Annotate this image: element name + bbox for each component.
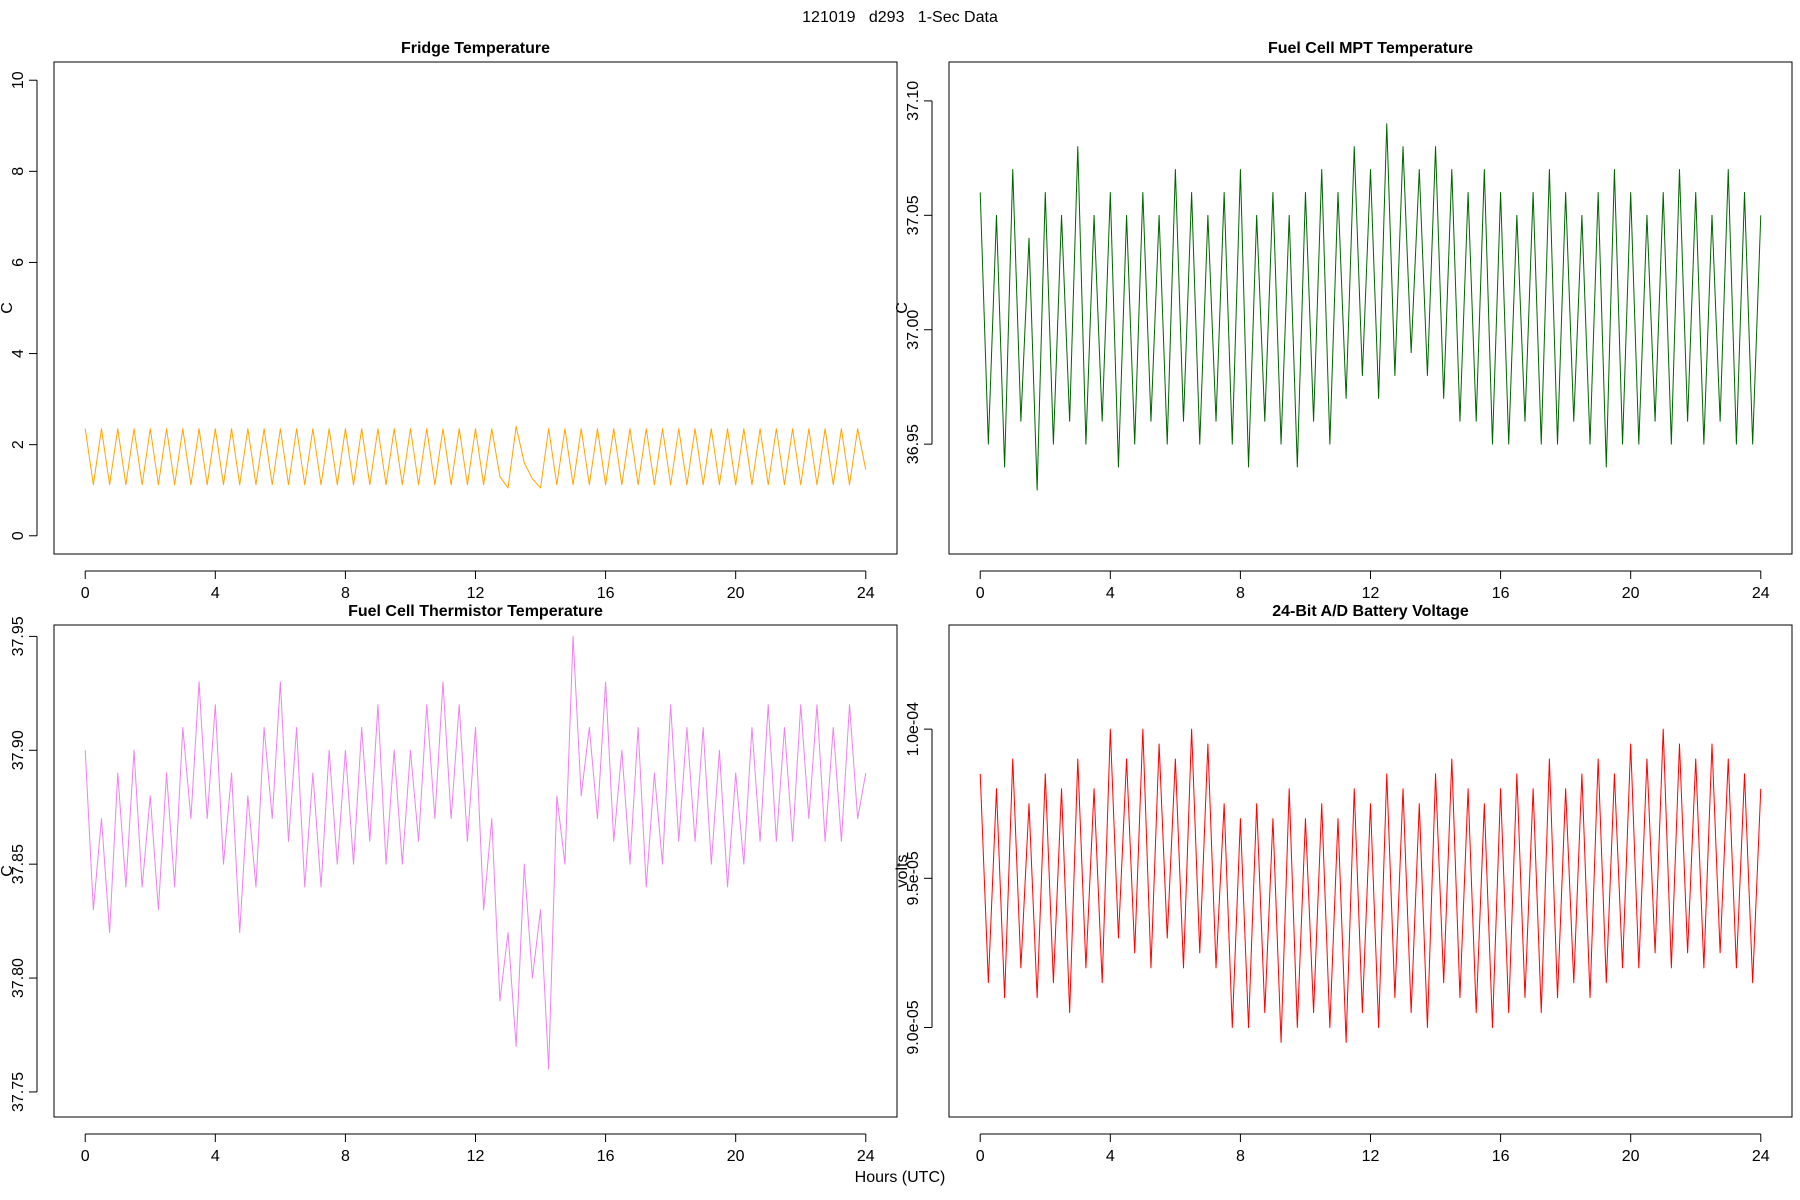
x-tick-label: 16	[597, 1148, 615, 1165]
y-tick-label: 37.90	[10, 730, 27, 770]
x-tick-label: 12	[1362, 585, 1380, 602]
panel-title: Fuel Cell Thermistor Temperature	[348, 603, 603, 620]
y-tick-label: 37.05	[905, 195, 922, 235]
panel-title: Fridge Temperature	[401, 40, 550, 57]
plot-frame	[53, 61, 898, 555]
x-tick-label: 8	[1236, 1148, 1245, 1165]
plot-area	[84, 425, 867, 489]
x-tick-label: 16	[1492, 585, 1510, 602]
y-tick-label: 9.0e-05	[905, 1000, 922, 1054]
y-tick-label: 4	[10, 349, 27, 358]
x-tick-label: 16	[1492, 1148, 1510, 1165]
x-tick-label: 8	[341, 585, 350, 602]
x-axis-label: Hours (UTC)	[855, 1169, 946, 1186]
x-tick-label: 20	[1622, 585, 1640, 602]
x-tick-label: 4	[211, 1148, 220, 1165]
y-tick-label: 36.95	[905, 424, 922, 464]
panel: Fuel Cell Thermistor Temperature C 0 4 8 12 16…	[0, 603, 898, 1165]
x-tick-label: 4	[1106, 585, 1115, 602]
x-tick-label: 12	[467, 1148, 485, 1165]
x-tick-label: 12	[467, 585, 485, 602]
x-tick-label: 24	[857, 1148, 875, 1165]
x-tick-label: 0	[976, 1148, 985, 1165]
y-tick-label: 1.0e-04	[905, 702, 922, 756]
x-tick-label: 8	[1236, 585, 1245, 602]
x-tick-label: 8	[341, 1148, 350, 1165]
panel-title: 24-Bit A/D Battery Voltage	[1272, 603, 1469, 620]
y-tick-label: 8	[10, 167, 27, 176]
y-axis-label: C	[0, 865, 16, 877]
y-tick-label: 37.80	[10, 958, 27, 998]
data-line	[979, 123, 1762, 491]
x-tick-label: 0	[976, 585, 985, 602]
x-tick-label: 24	[1752, 1148, 1770, 1165]
x-tick-label: 12	[1362, 1148, 1380, 1165]
plot-area	[979, 123, 1762, 491]
y-tick-label: 10	[10, 71, 27, 89]
x-tick-label: 20	[1622, 1148, 1640, 1165]
data-line	[84, 635, 867, 1070]
plot-frame	[948, 624, 1793, 1118]
x-tick-label: 0	[81, 1148, 90, 1165]
y-tick-label: 37.75	[10, 1072, 27, 1112]
y-tick-label: 0	[10, 531, 27, 540]
y-tick-label: 37.00	[905, 310, 922, 350]
x-tick-label: 20	[727, 1148, 745, 1165]
y-axis-label: volts	[894, 855, 911, 888]
y-tick-label: 9.5e-05	[905, 851, 922, 905]
data-line	[84, 425, 867, 489]
panel: Fuel Cell MPT Temperature C 0 4 8 12 16 20 24 36.…	[894, 40, 1793, 602]
data-line	[979, 728, 1762, 1043]
y-tick-label: 37.85	[10, 844, 27, 884]
y-tick-label: 6	[10, 258, 27, 267]
plot-frame	[948, 61, 1793, 555]
plot-area	[84, 635, 867, 1070]
y-axis-label: C	[894, 302, 911, 314]
x-tick-label: 0	[81, 585, 90, 602]
plot-frame	[53, 624, 898, 1118]
x-tick-label: 16	[597, 585, 615, 602]
panel-title: Fuel Cell MPT Temperature	[1268, 40, 1473, 57]
panel: 24-Bit A/D Battery Voltage volts 0 4 8 12 16 20…	[894, 603, 1793, 1165]
x-tick-label: 24	[1752, 585, 1770, 602]
x-tick-label: 4	[1106, 1148, 1115, 1165]
x-tick-label: 4	[211, 585, 220, 602]
x-tick-label: 20	[727, 585, 745, 602]
y-tick-label: 37.95	[10, 616, 27, 656]
figure-title: 121019 d293 1-Sec Data	[802, 9, 998, 26]
y-axis-label: C	[0, 302, 16, 314]
y-tick-label: 2	[10, 440, 27, 449]
plot-area	[979, 728, 1762, 1043]
x-tick-label: 24	[857, 585, 875, 602]
y-tick-label: 37.10	[905, 81, 922, 121]
